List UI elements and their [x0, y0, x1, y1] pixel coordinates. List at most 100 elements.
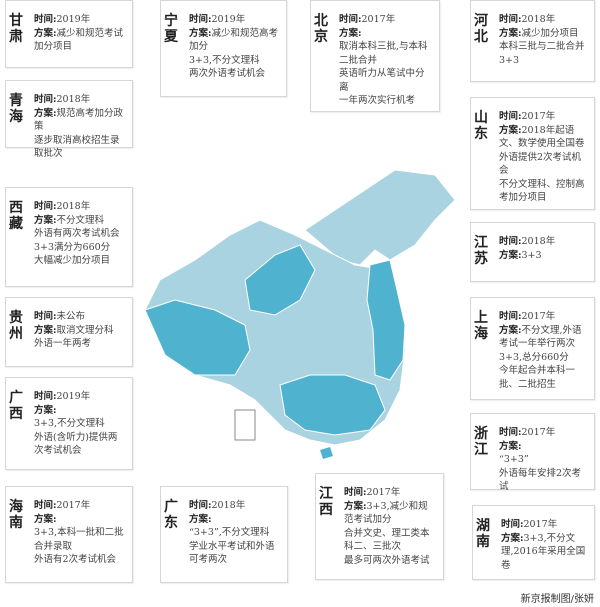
plan-label: 方案:: [34, 404, 57, 416]
province-name: 甘肃: [9, 13, 23, 45]
plan-row: 方案:: [499, 440, 588, 454]
time-row: 时间:2017年: [499, 310, 588, 324]
plan-text: 大幅减少加分项目: [34, 255, 111, 266]
plan-text: 合并文史、理工类本科二、三批次: [344, 527, 430, 553]
province-name: 山东: [474, 110, 488, 142]
plan-text: 不分文理,外语考试一年举行两次: [499, 324, 582, 350]
plan-row: 方案:不分文理科: [34, 214, 126, 228]
time-label: 时间:: [34, 500, 57, 511]
time-label: 时间:: [501, 519, 524, 530]
time-value: 2017年: [521, 111, 556, 122]
time-label: 时间:: [34, 311, 57, 322]
province-box: 青海 时间:2018年 方案:规范高考加分政策 逐步取消高校招生录取批次: [5, 80, 133, 159]
time-value: 2018年: [211, 500, 246, 511]
time-label: 时间:: [499, 111, 522, 122]
plan-text: 减少和规范考试加分项目: [34, 27, 124, 53]
plan-text: 规范高考加分政策: [34, 107, 124, 133]
plan-row: 方案:减少和规范高考加分: [189, 27, 280, 54]
plan-label: 方案:: [34, 214, 57, 226]
province-name: 江苏: [474, 235, 488, 267]
plan-row: 方案:不分文理,外语考试一年举行两次: [499, 324, 588, 351]
time-row: 时间:2018年: [499, 235, 588, 249]
time-value: 2018年: [56, 201, 91, 212]
time-row: 时间:2017年: [344, 486, 437, 500]
province-name: 浙江: [474, 426, 488, 458]
plan-row: 方案:: [34, 513, 126, 527]
province-name: 宁夏: [164, 13, 178, 45]
province-box: 湖南 时间:2017年 方案:3+3,不分文理,2016年采用全国卷: [472, 505, 595, 580]
time-label: 时间:: [499, 311, 522, 322]
time-value: 2018年: [521, 236, 556, 247]
map-north: [304, 169, 456, 266]
plan-label: 方案:: [501, 532, 524, 544]
plan-label: 方案:: [499, 440, 522, 452]
time-label: 时间:: [344, 487, 367, 498]
plan-text: 3+3: [521, 249, 542, 261]
plan-text: 外语每年安排2次考试: [499, 467, 582, 493]
plan-row: 方案:3+3,减少和规范考试加分: [344, 500, 437, 527]
time-value: 2017年: [56, 500, 91, 511]
time-row: 时间:2018年: [34, 200, 126, 214]
plan-text: 一年两次实行机考: [339, 95, 416, 106]
province-box: 广东 时间:2018年 方案: “3+3”,不分文理科 学业水平考试和外语可考两次: [160, 486, 288, 583]
plan-text: “3+3”: [499, 454, 529, 465]
plan-row: 方案:规范高考加分政策: [34, 107, 126, 134]
province-name: 广东: [164, 499, 178, 531]
plan-text: 3+3,不分文理,2016年采用全国卷: [501, 532, 586, 571]
time-value: 2017年: [521, 311, 556, 322]
province-box: 浙江 时间:2017年方案: “3+3” 外语每年安排2次考试: [470, 413, 595, 492]
time-label: 时间:: [34, 201, 57, 212]
plan-text: 3+3,不分文理科: [34, 418, 105, 429]
plan-label: 方案:: [344, 500, 367, 512]
plan-label: 方案:: [34, 27, 57, 39]
plan-text: 两次外语考试机会: [189, 68, 266, 79]
plan-text: 3+3: [499, 54, 520, 66]
time-label: 时间:: [499, 236, 522, 247]
province-name: 贵州: [9, 310, 23, 342]
time-row: 时间:2019年: [189, 13, 280, 27]
province-name: 北京: [314, 13, 328, 45]
plan-row: 方案:2018年起语文、数学使用全国卷: [499, 124, 588, 151]
plan-row: 方案:: [34, 404, 126, 418]
time-label: 时间:: [499, 427, 522, 438]
time-value: 2019年: [56, 391, 91, 402]
plan-text: 减少和规范高考加分: [189, 27, 279, 53]
time-row: 时间:2019年: [34, 13, 126, 27]
plan-label: 方案:: [34, 513, 57, 525]
map-tibet: [144, 299, 251, 376]
plan-text: 取消本科三批,与本科二批合并: [339, 41, 428, 66]
plan-text: 本科三批与二批合并: [499, 41, 585, 52]
province-name: 广西: [9, 390, 23, 422]
map-south: [279, 374, 386, 436]
plan-text: 外语一年两考: [34, 338, 92, 349]
province-name: 西藏: [9, 200, 23, 232]
plan-text: 外语(含听力)提供两次考试机会: [34, 431, 118, 457]
plan-text: 3+3,本科一批和二批合并录取: [34, 527, 124, 552]
map-east: [366, 259, 406, 381]
plan-text: 取消文理分科: [56, 324, 114, 336]
plan-row: 方案:: [189, 513, 281, 527]
plan-text: 学业水平考试和外语可考两次: [189, 540, 275, 566]
province-name: 青海: [9, 93, 23, 125]
time-row: 时间:2018年: [34, 93, 126, 107]
province-box: 江西 时间:2017年 方案:3+3,减少和规范考试加分 合并文史、理工类本科二、三批…: [315, 473, 444, 580]
time-value: 2018年: [56, 94, 91, 105]
plan-text: 外语有2次考试机会: [34, 554, 117, 565]
plan-text: 英语听力从笔试中分离: [339, 68, 425, 93]
plan-row: 方案:: [339, 27, 433, 41]
time-row: 时间:2018年: [189, 499, 281, 513]
time-label: 时间:: [189, 14, 212, 25]
plan-text: 不分文理科: [56, 214, 105, 226]
province-name: 海南: [9, 499, 23, 531]
plan-label: 方案:: [34, 107, 57, 119]
plan-text: 今年起合并本科一批、二批招生: [499, 365, 576, 390]
time-value: 2017年: [521, 427, 556, 438]
province-box: 北京 时间:2017年 方案: 取消本科三批,与本科二批合并 英语听力从笔试中分离 一年两…: [310, 0, 440, 112]
time-row: 时间:2018年: [499, 13, 588, 27]
plan-label: 方案:: [499, 249, 522, 261]
time-label: 时间:: [499, 14, 522, 25]
plan-label: 方案:: [499, 324, 522, 336]
province-name: 上海: [474, 310, 488, 342]
plan-text: 3+3,减少和规范考试加分: [344, 500, 428, 526]
plan-label: 方案:: [339, 27, 362, 39]
